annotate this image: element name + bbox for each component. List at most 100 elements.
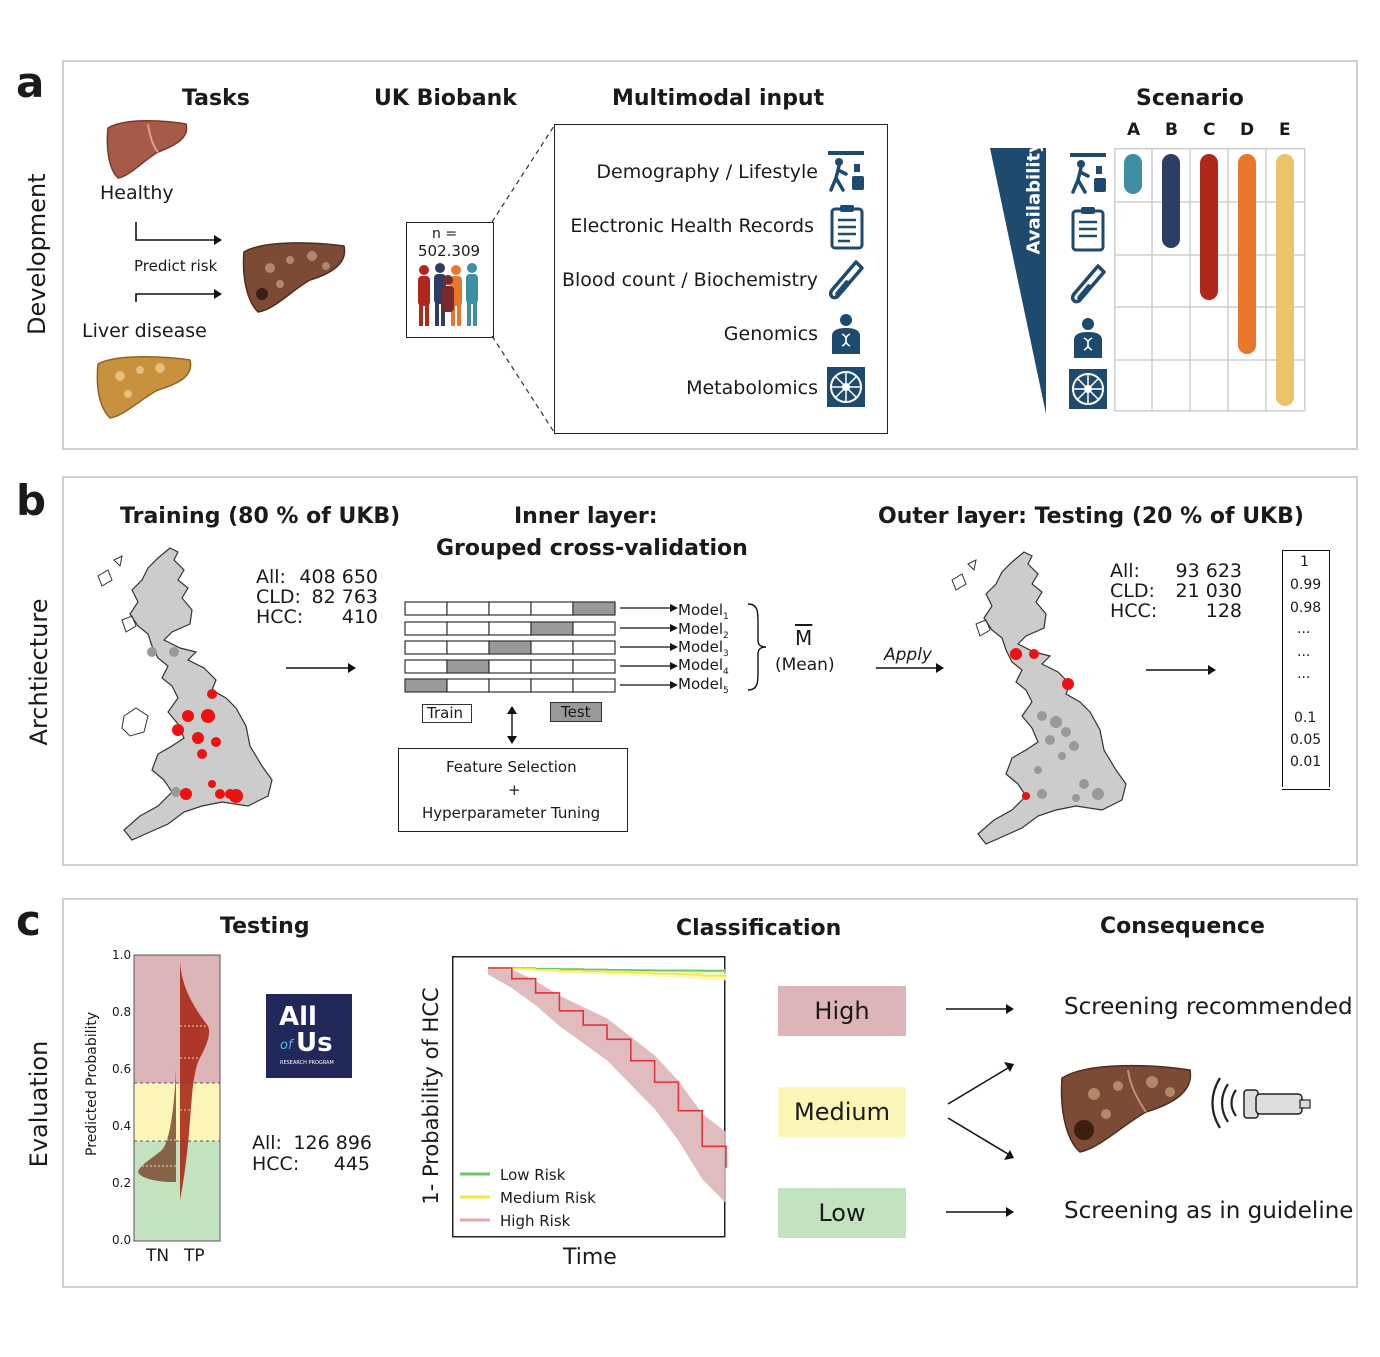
scenario-bar-c [1200,154,1218,300]
genomics-person-icon [832,314,860,354]
scenario-col-e: E [1279,120,1291,140]
hcc-liver-icon [1060,1064,1192,1153]
people-crowd-icon [418,263,478,326]
model-brace [747,603,767,691]
model-2-label: Model2 [678,620,729,641]
scenario-bar-b [1162,154,1180,248]
arrow-to-cv [286,663,356,673]
test-label-all: All: [1110,560,1140,582]
scenario-col-d: D [1240,120,1255,140]
risk-high-box: High [778,986,906,1036]
ultrasound-probe-icon [1211,1077,1311,1129]
mean-label: (Mean) [775,655,835,675]
eval-label-all: All: [252,1132,282,1154]
train-value-cld: 82 763 [311,586,378,608]
uk-map-testing [951,551,1127,845]
predict-risk-label: Predict risk [134,257,218,275]
multimodal-box [554,124,888,434]
km-chart [452,956,727,1238]
inner-heading-line2: Grouped cross-validation [436,536,748,561]
model-4-label: Model4 [678,656,729,677]
panel-a-letter: a [16,58,45,107]
vector-value: 0.1 [1294,710,1317,726]
consequence-heading: Consequence [1100,914,1265,939]
panel-b [62,476,1358,866]
scenario-metabolomics-icon [1069,369,1107,409]
eval-label-hcc: HCC: [252,1153,300,1175]
modality-metabolomics: Metabolomics [686,377,818,399]
screening-guideline: Screening as in guideline [1064,1198,1354,1224]
scenario-lifestyle-icon [1070,153,1106,194]
training-heading: Training (80 % of UKB) [120,504,401,529]
biobank-n-value: 502.309 [418,242,481,260]
testing-heading: Testing [220,914,310,939]
vector-value: 1 [1300,554,1309,570]
all-of-us-logo: All of Us RESEARCH PROGRAM [266,994,352,1078]
panel-a-side-label: Development [23,173,51,335]
train-value-hcc: 410 [341,606,378,628]
test-legend-label: Test [561,703,591,721]
violin-ytick: 0.6 [112,1062,132,1076]
feature-selection-box [398,748,628,832]
lifestyle-icon [828,151,864,192]
risk-medium-box: Medium [778,1087,906,1137]
test-value-all: 93 623 [1175,560,1242,582]
km-legend-lines [460,1172,490,1222]
vector-value: 0.98 [1290,600,1322,616]
scenario-heading: Scenario [1136,86,1244,111]
apply-arrow [876,663,944,673]
test-tube-icon [828,260,864,300]
apply-label: Apply [884,645,932,665]
inner-heading-line1: Inner layer: [514,504,658,529]
train-label-hcc: HCC: [256,606,304,628]
healthy-liver-icon [106,120,188,179]
diseased-liver-icon [242,242,346,313]
scenario-bar-d [1238,154,1256,354]
uk-map-training [97,547,273,841]
scenario-col-c: C [1203,120,1216,140]
violin-ytick: 0.8 [112,1005,132,1019]
feature-line1: Feature Selection [446,758,577,776]
violin-ytick: 0.4 [112,1119,132,1133]
clipboard-icon [830,205,864,250]
model-5-label: Model5 [678,675,729,696]
test-label-hcc: HCC: [1110,600,1158,622]
test-legend-box [550,702,602,722]
km-x-label: Time [563,1245,617,1270]
liver-disease-label: Liver disease [82,320,207,342]
screening-recommended: Screening recommended [1064,994,1353,1020]
violin-plot [133,954,221,1242]
vector-value: ... [1297,621,1311,637]
scenario-col-b: B [1165,120,1178,140]
panel-c-letter: c [16,896,41,945]
cv-folds [404,601,678,693]
violin-ytick: 1.0 [112,948,132,962]
fatty-liver-icon [96,356,192,419]
modality-ehr: Electronic Health Records [570,215,814,237]
modality-demography: Demography / Lifestyle [596,161,818,183]
scenario-genomics-icon [1074,318,1102,358]
feature-plus: + [508,781,521,799]
biobank-n-label: n = [432,226,458,242]
outer-heading: Outer layer: Testing (20 % of UKB) [878,504,1304,529]
feature-line2: Hyperparameter Tuning [422,804,601,822]
predict-arrows [135,222,222,302]
scenario-grid [1114,148,1306,412]
modality-genomics: Genomics [723,323,818,345]
train-label-cld: CLD: [256,586,301,608]
km-y-label: 1- Probability of HCC [419,987,443,1205]
vector-value: ... [1297,666,1311,682]
probability-vector [1282,550,1330,790]
modality-blood: Blood count / Biochemistry [561,269,818,291]
tasks-heading: Tasks [182,86,250,111]
test-value-hcc: 128 [1205,600,1242,622]
scenario-bar-e [1276,154,1294,406]
violin-xlabel-tn: TN [146,1246,170,1266]
vector-value: 0.05 [1290,732,1322,748]
arrow-to-vector [1146,665,1216,675]
violin-ytick: 0.2 [112,1176,132,1190]
panel-b-letter: b [16,476,47,525]
availability-triangle [990,148,1046,414]
availability-label: Availability [1023,141,1045,255]
scenario-bar-a [1124,154,1142,194]
